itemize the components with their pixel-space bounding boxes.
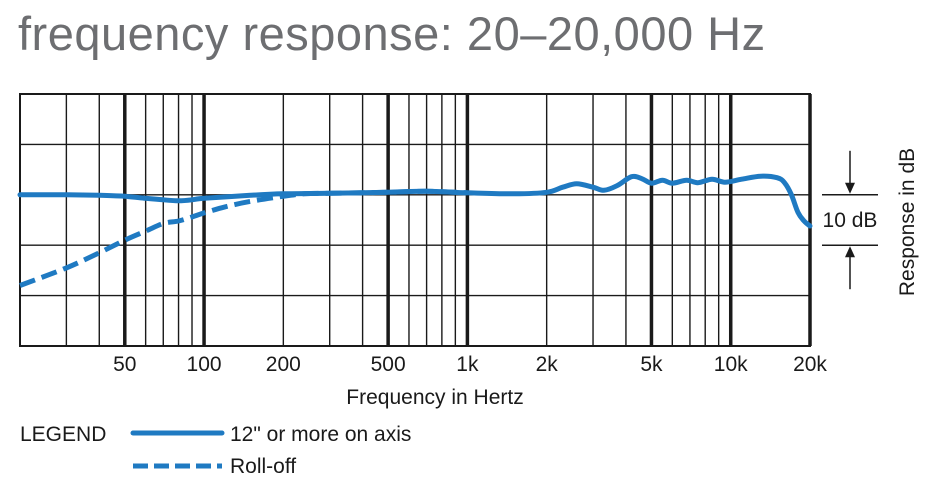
x-tick-label-1k: 1k: [456, 353, 479, 376]
minor-gridlines: [65, 94, 720, 346]
legend: LEGEND 12" or more on axis Roll-off: [20, 423, 411, 478]
legend-entry-roll-off: Roll-off: [230, 455, 296, 478]
x-tick-label-10k: 10k: [714, 353, 748, 376]
series-line-roll-off: [19, 188, 468, 288]
x-tick-label-200: 200: [266, 353, 301, 376]
major-gridlines: [123, 94, 812, 346]
legend-title: LEGEND: [20, 423, 106, 446]
series-layer: [17, 173, 813, 288]
scale-indicator: 10 dB: [822, 150, 878, 290]
horizontal-gridlines: [20, 93, 810, 347]
x-tick-label-5k: 5k: [640, 353, 663, 376]
x-tick-label-50: 50: [113, 353, 136, 376]
chart-title: frequency response: 20–20,000 Hz: [18, 7, 766, 60]
x-tick-label-500: 500: [371, 353, 406, 376]
x-tick-label-2k: 2k: [536, 353, 559, 376]
scale-indicator-up-arrow-icon: [845, 246, 855, 258]
legend-entry-on-axis: 12" or more on axis: [230, 423, 411, 446]
x-tick-label-20k: 20k: [793, 353, 827, 376]
scale-indicator-label: 10 dB: [823, 209, 878, 232]
scale-indicator-down-arrow-icon: [845, 182, 855, 194]
x-tick-labels: 50 100 200 500 1k 2k 5k 10k 20k: [113, 353, 827, 376]
x-axis-label: Frequency in Hertz: [346, 386, 523, 409]
x-tick-label-100: 100: [187, 353, 222, 376]
plot-frame: [19, 93, 811, 347]
series-line-on-axis: [17, 173, 813, 229]
y-axis-label: Response in dB: [896, 148, 919, 296]
